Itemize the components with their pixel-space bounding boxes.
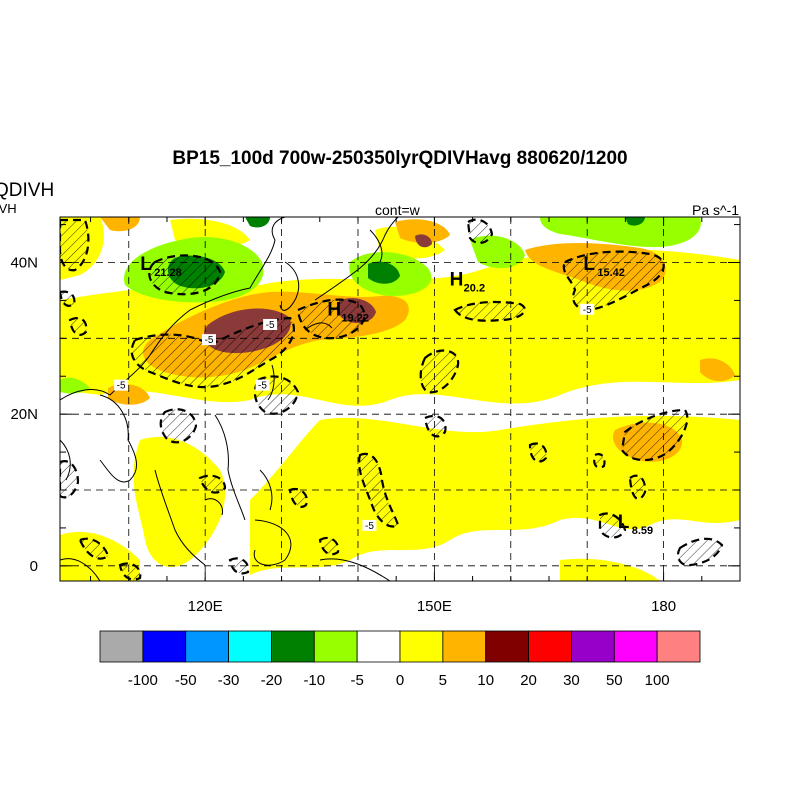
variable-sublabel: IVH xyxy=(0,201,17,216)
center-letter: H xyxy=(327,300,341,321)
colorbar-label: 100 xyxy=(645,672,670,689)
contour-label: -5 xyxy=(365,521,374,532)
colorbar-swatch xyxy=(356,630,401,663)
colorbar-swatch xyxy=(313,630,358,663)
colorbar-swatch xyxy=(442,630,487,663)
center-value: 8.59 xyxy=(632,525,653,537)
center-letter: L xyxy=(618,512,630,533)
x-tick-label: 180 xyxy=(651,598,676,615)
hatched-regions xyxy=(60,218,724,581)
colorbar-swatch xyxy=(613,630,658,663)
colorbar-label: -20 xyxy=(261,672,283,689)
contour-label: -5 xyxy=(117,381,126,392)
variable-label: QDIVH xyxy=(0,180,55,201)
colorbar-label: 5 xyxy=(439,672,447,689)
center-letter: L xyxy=(583,254,595,275)
contour-label: -5 xyxy=(266,320,275,331)
colorbar-label: -10 xyxy=(303,672,325,689)
center-value: 15.42 xyxy=(597,267,625,279)
plot-title: BP15_100d 700w-250350lyrQDIVHavg 880620/… xyxy=(172,148,628,169)
colorbar-swatch xyxy=(485,630,529,663)
colorbar-label: 0 xyxy=(396,672,404,689)
colorbar-swatch xyxy=(142,630,187,663)
low-center: L 8.59 xyxy=(618,512,653,537)
pressure-centers: L 21.28H 19.22H 20.2L 15.42L 8.59 xyxy=(140,254,653,537)
contour-variable-label: cont=w xyxy=(375,202,420,218)
colorbar-swatch xyxy=(99,630,144,663)
center-value: 21.28 xyxy=(154,267,182,279)
contour-label-bg xyxy=(580,303,595,315)
colorbar-label: -50 xyxy=(175,672,197,689)
colorbar-swatch xyxy=(656,630,701,663)
plot-border xyxy=(59,216,741,582)
high-center: H 19.22 xyxy=(327,300,369,325)
contour-label-bg xyxy=(263,318,278,330)
center-value: 20.2 xyxy=(464,282,485,294)
contour-label-bg xyxy=(201,334,216,346)
low-center: L 15.42 xyxy=(583,254,625,279)
colorbar-label: 50 xyxy=(606,672,623,689)
y-tick-label: 20N xyxy=(10,406,38,423)
colorbar-swatch xyxy=(185,630,229,663)
contour-labels: -5 -5 -5 -5 -5 -5 xyxy=(114,303,595,532)
center-letter: L xyxy=(140,254,152,275)
colorbar-label: -100 xyxy=(128,672,158,689)
coastlines xyxy=(60,217,399,581)
axis-ticks xyxy=(60,217,740,581)
colorbar: -100 -50 -30 -20 -10 -5 0 5 10 20 30 50 100 xyxy=(99,630,701,689)
colorbar-swatch xyxy=(271,630,315,663)
axis-tick-labels: 120E 150E 180 40N 20N 0 xyxy=(10,255,676,616)
contour-label: -5 xyxy=(258,381,267,392)
colorbar-label: 20 xyxy=(520,672,537,689)
colorbar-swatch xyxy=(571,630,615,663)
contour-label: -5 xyxy=(583,305,592,316)
x-tick-label: 150E xyxy=(417,598,452,615)
colorbar-label: -5 xyxy=(350,672,363,689)
colorbar-swatch xyxy=(228,630,272,663)
y-tick-label: 0 xyxy=(30,558,38,575)
colorbar-label: 10 xyxy=(477,672,494,689)
units-label: Pa s^-1 xyxy=(692,202,740,218)
colorbar-swatch xyxy=(399,630,444,663)
contour-label-bg xyxy=(114,379,129,391)
shaded-field xyxy=(60,217,740,581)
center-letter: H xyxy=(450,269,464,290)
high-center: H 20.2 xyxy=(450,269,485,294)
contour-label-bg xyxy=(362,519,377,531)
colorbar-label: -30 xyxy=(218,672,240,689)
center-value: 19.22 xyxy=(341,313,369,325)
low-center: L 21.28 xyxy=(140,254,182,279)
contour-label-bg xyxy=(255,379,270,391)
graticule xyxy=(60,217,740,581)
y-tick-label: 40N xyxy=(10,255,38,272)
contour-label: -5 xyxy=(205,335,214,346)
colorbar-swatch xyxy=(528,630,572,663)
x-tick-label: 120E xyxy=(188,598,223,615)
colorbar-label: 30 xyxy=(563,672,580,689)
